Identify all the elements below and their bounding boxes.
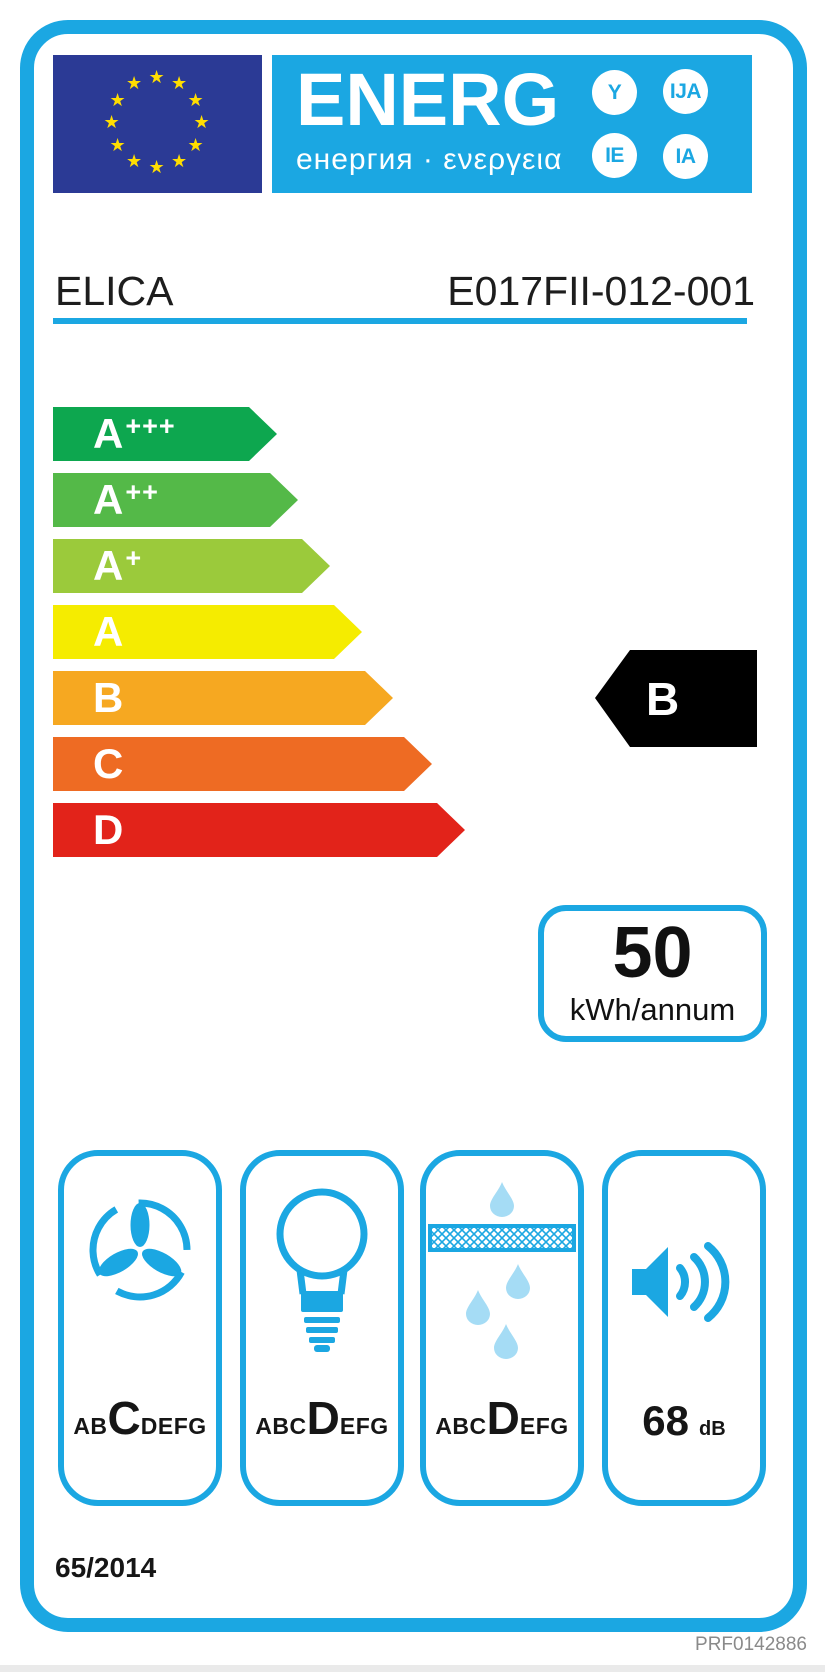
class-letter: B [93, 674, 124, 721]
eu-star-icon: ★ [126, 150, 143, 171]
energ-suffix-circle-y: Y [592, 70, 637, 115]
energy-class-arrow-a2plus: A ++ [53, 473, 298, 527]
eu-star-icon: ★ [193, 112, 210, 132]
arrow-tip [334, 605, 362, 659]
grease-filtering-grade: D [486, 1392, 520, 1444]
arrow-tip [270, 473, 298, 527]
grease-filtering-grades: ABC D EFG [435, 1392, 569, 1444]
fluid-dynamic-efficiency-box: AB C DEFG [58, 1150, 222, 1506]
brand-name: ELICA [55, 268, 174, 314]
fan-efficiency-grades: AB C DEFG [73, 1392, 207, 1444]
print-reference-code: PRF0142886 [695, 1634, 807, 1655]
eu-flag-logo: ★ ★ ★ ★ ★ ★ ★ ★ ★ ★ ★ ★ [53, 55, 262, 193]
energy-class-arrow-b: B [53, 671, 393, 725]
energ-suffix-circle-ia: IA [663, 134, 708, 179]
header-divider-rule [53, 318, 747, 324]
class-letter: A +++ [93, 410, 176, 457]
energ-suffix-circle-ija: IJA [663, 69, 708, 114]
noise-db-value: 68 [642, 1397, 690, 1444]
arrow-tip [365, 671, 393, 725]
lighting-efficiency-box: ABC D EFG [240, 1150, 404, 1506]
lighting-grade: D [306, 1392, 340, 1444]
speaker-icon [632, 1242, 730, 1322]
eu-star-icon: ★ [109, 134, 126, 155]
eu-star-icon: ★ [103, 112, 120, 132]
energy-class-arrow-c: C [53, 737, 432, 791]
label-border-frame [20, 20, 807, 1632]
energ-banner: ENERG енергия · ενεργεια Y IJA IE IA [272, 55, 752, 193]
arrow-tip [404, 737, 432, 791]
fan-icon [89, 1199, 191, 1301]
regulation-number: 65/2014 [55, 1552, 157, 1583]
lighting-efficiency-grades: ABC D EFG [255, 1392, 389, 1444]
eu-star-icon: ★ [171, 150, 188, 171]
eu-star-icon: ★ [126, 73, 143, 94]
consumption-value: 50 [612, 913, 693, 994]
eu-star-icon: ★ [148, 67, 165, 87]
rating-pointer: B [595, 650, 757, 747]
energ-wordmark: ENERG [296, 58, 560, 141]
arrow-tip [302, 539, 330, 593]
class-letter: C [93, 740, 124, 787]
bottom-edge-strip [0, 1665, 825, 1672]
noise-db-unit: dB [699, 1418, 726, 1440]
class-letter: D [93, 806, 124, 853]
arrow-tip [437, 803, 465, 857]
energy-class-arrow-a3plus: A +++ [53, 407, 277, 461]
class-letter: A ++ [93, 476, 159, 523]
light-bulb-icon [276, 1188, 368, 1352]
noise-level-box: 68 dB [602, 1150, 766, 1506]
energ-subtitle: енергия · ενεργεια [296, 143, 563, 176]
energ-suffix-circle-ie: IE [592, 133, 637, 178]
eu-star-icon: ★ [109, 89, 126, 110]
noise-level-value: 68 dB [608, 1397, 760, 1445]
eu-star-icon: ★ [187, 89, 204, 110]
class-letter: A [93, 608, 124, 655]
fan-grade: C [107, 1392, 141, 1444]
eu-star-icon: ★ [187, 134, 204, 155]
consumption-unit: kWh/annum [569, 991, 736, 1027]
grease-filter-icon [428, 1182, 576, 1359]
grease-filtering-efficiency-box: ABC D EFG [420, 1150, 584, 1506]
class-letter: A + [93, 542, 143, 589]
arrow-tip [249, 407, 277, 461]
energy-class-arrow-a: A [53, 605, 362, 659]
energy-class-arrow-d: D [53, 803, 465, 857]
eu-star-icon: ★ [148, 157, 165, 177]
energy-class-arrow-aplus: A + [53, 539, 330, 593]
eu-star-icon: ★ [171, 73, 188, 94]
model-number: E017FII-012-001 [447, 268, 755, 314]
rating-pointer-tip [595, 650, 630, 747]
rating-letter: B [630, 650, 757, 747]
annual-consumption-box: 50 kWh/annum [538, 905, 767, 1042]
